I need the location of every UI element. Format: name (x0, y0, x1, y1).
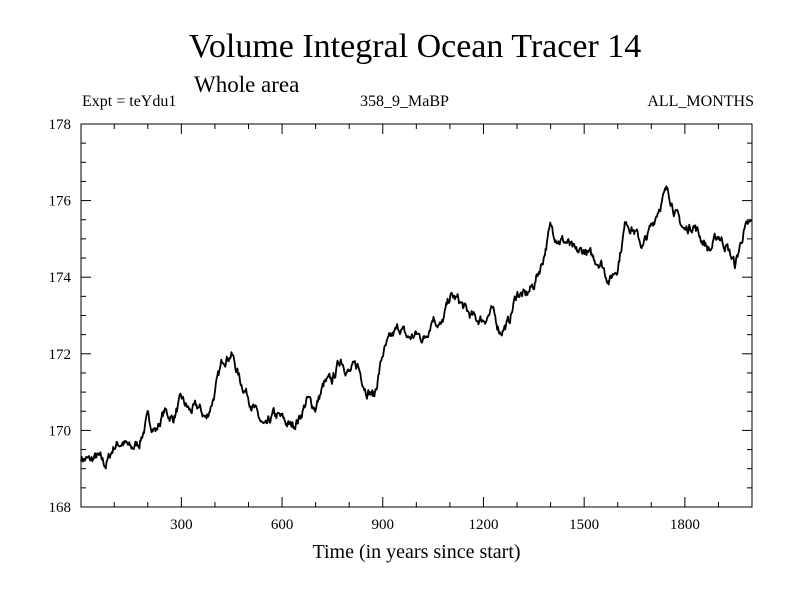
y-tick-label: 178 (49, 117, 72, 133)
months-label: ALL_MONTHS (647, 93, 754, 110)
y-tick-label: 170 (49, 423, 72, 439)
period-label: 358_9_MaBP (360, 93, 449, 110)
tick-marks (81, 123, 752, 508)
chart-subtitle: Whole area (194, 72, 300, 97)
x-tick-label: 300 (170, 517, 193, 533)
y-tick-label: 176 (49, 194, 72, 210)
x-tick-label: 1500 (569, 517, 599, 533)
chart-title: Volume Integral Ocean Tracer 14 (188, 28, 642, 65)
experiment-label: Expt = teYdu1 (82, 93, 177, 110)
y-tick-label: 174 (49, 270, 72, 286)
y-tick-label: 172 (49, 347, 72, 363)
x-axis-tick-labels: 300 600 900 1200 1500 1800 (170, 517, 700, 533)
x-axis-label: Time (in years since start) (312, 541, 520, 563)
x-tick-label: 1200 (468, 517, 498, 533)
x-tick-label: 1800 (670, 517, 700, 533)
x-tick-label: 600 (271, 517, 294, 533)
plot-frame (80, 123, 753, 508)
y-axis-tick-labels: 168 170 172 174 176 178 (49, 117, 72, 516)
y-tick-label: 168 (49, 500, 72, 516)
x-tick-label: 900 (372, 517, 395, 533)
series-line (80, 185, 753, 470)
